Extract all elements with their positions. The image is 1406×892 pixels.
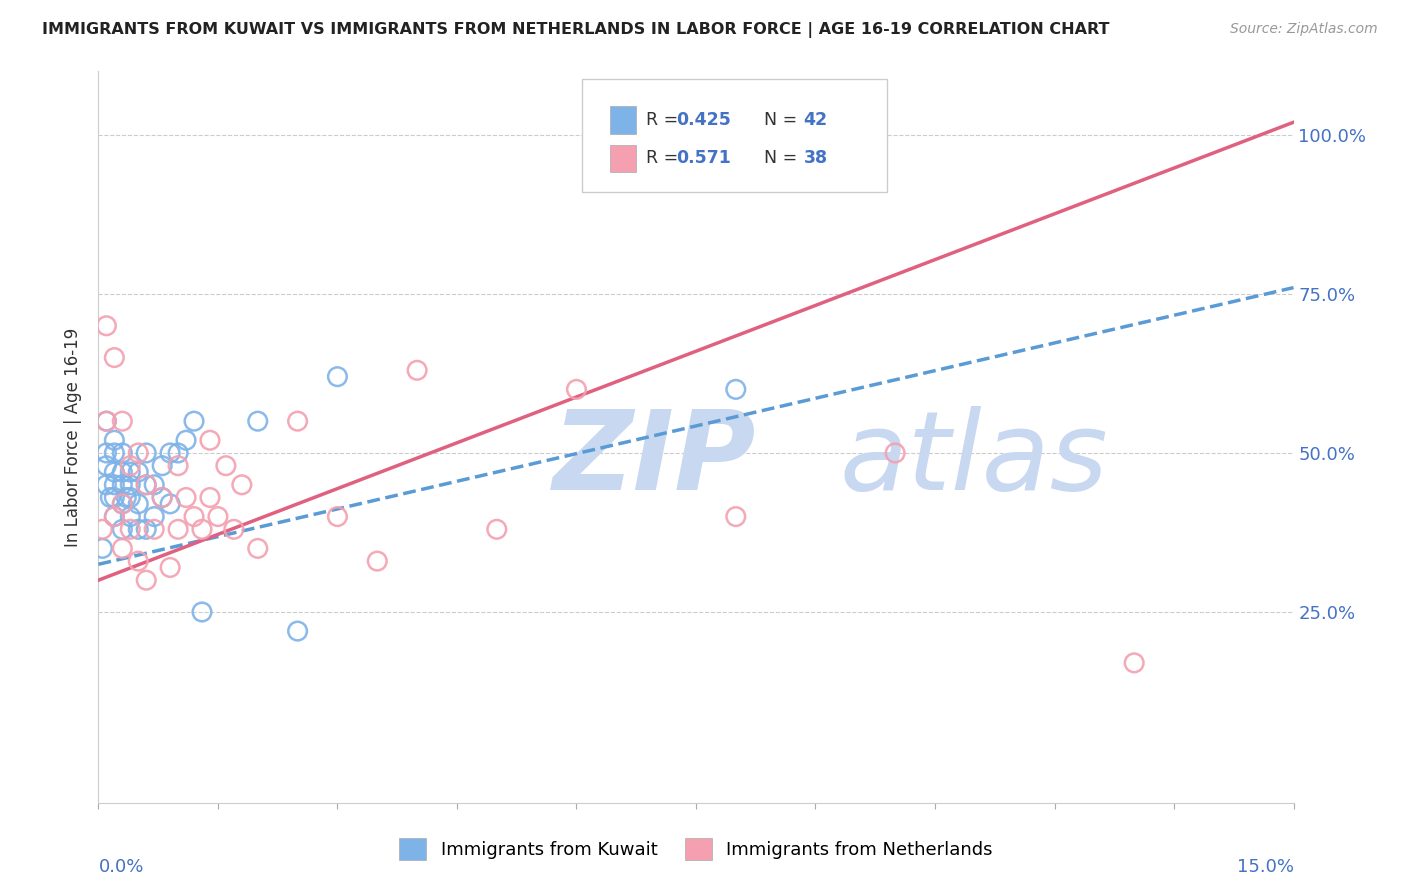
Point (246, 414, 269, 428)
Point (103, 509, 125, 524)
Text: 38: 38 (804, 149, 828, 168)
Text: 0.571: 0.571 (676, 149, 731, 168)
Point (198, 434, 221, 448)
Point (150, 458, 173, 473)
Point (159, 560, 181, 574)
Text: 42: 42 (804, 111, 828, 128)
Point (135, 573, 157, 587)
Point (103, 434, 125, 448)
Text: IMMIGRANTS FROM KUWAIT VS IMMIGRANTS FROM NETHERLANDS IN LABOR FORCE | AGE 16-19: IMMIGRANTS FROM KUWAIT VS IMMIGRANTS FRO… (42, 22, 1109, 38)
Point (135, 446, 157, 460)
Point (135, 477, 157, 491)
Point (198, 491, 221, 505)
Point (167, 458, 190, 473)
Point (207, 509, 229, 524)
Point (326, 509, 349, 524)
Point (91, 522, 114, 536)
Point (222, 522, 245, 536)
Point (287, 414, 309, 428)
Point (111, 497, 134, 511)
Point (167, 522, 190, 536)
Point (103, 351, 125, 365)
Point (215, 458, 238, 473)
Point (183, 509, 205, 524)
Point (111, 446, 134, 460)
Point (127, 465, 149, 479)
Point (565, 383, 588, 397)
Point (120, 491, 142, 505)
Point (135, 477, 157, 491)
Point (103, 491, 125, 505)
Point (96, 414, 118, 428)
Point (111, 541, 134, 556)
Point (127, 554, 149, 568)
Point (406, 363, 429, 377)
Point (485, 522, 508, 536)
Text: ZIP: ZIP (553, 406, 756, 513)
Text: Source: ZipAtlas.com: Source: ZipAtlas.com (1230, 22, 1378, 37)
Point (96, 458, 118, 473)
Point (111, 414, 134, 428)
Point (135, 522, 157, 536)
Point (91, 541, 114, 556)
Point (103, 509, 125, 524)
Text: R =: R = (645, 111, 683, 128)
Point (143, 509, 166, 524)
Point (150, 491, 173, 505)
Point (120, 458, 142, 473)
Point (96, 446, 118, 460)
Point (150, 491, 173, 505)
Y-axis label: In Labor Force | Age 16-19: In Labor Force | Age 16-19 (65, 327, 83, 547)
Point (111, 477, 134, 491)
Text: 0.0%: 0.0% (98, 858, 143, 876)
Text: N =: N = (754, 149, 803, 168)
Point (191, 522, 214, 536)
Point (111, 497, 134, 511)
Point (231, 477, 253, 491)
Point (724, 383, 747, 397)
Text: 15.0%: 15.0% (1236, 858, 1294, 876)
Point (287, 624, 309, 638)
Point (103, 477, 125, 491)
Legend: Immigrants from Kuwait, Immigrants from Netherlands: Immigrants from Kuwait, Immigrants from … (392, 830, 1000, 867)
Point (115, 491, 138, 505)
Point (120, 477, 142, 491)
Point (884, 446, 907, 460)
Point (103, 446, 125, 460)
Point (96, 477, 118, 491)
Point (103, 465, 125, 479)
Text: 0.425: 0.425 (676, 111, 731, 128)
Point (246, 541, 269, 556)
Bar (610, 106, 637, 134)
Point (98, 491, 122, 505)
Point (183, 414, 205, 428)
Point (120, 465, 142, 479)
Point (159, 446, 181, 460)
Point (111, 522, 134, 536)
Point (111, 465, 134, 479)
Point (174, 434, 197, 448)
Point (120, 522, 142, 536)
Text: R =: R = (645, 149, 683, 168)
Point (96, 318, 118, 333)
Point (724, 509, 747, 524)
Point (96, 414, 118, 428)
Bar (610, 145, 637, 172)
Point (143, 477, 166, 491)
Point (159, 497, 181, 511)
FancyBboxPatch shape (582, 78, 887, 192)
Point (143, 522, 166, 536)
Text: N =: N = (754, 111, 803, 128)
Point (127, 497, 149, 511)
Point (326, 369, 349, 384)
Text: atlas: atlas (839, 406, 1108, 513)
Point (127, 446, 149, 460)
Point (127, 522, 149, 536)
Point (120, 509, 142, 524)
Point (1123, 656, 1146, 670)
Point (366, 554, 388, 568)
Point (167, 446, 190, 460)
Point (174, 491, 197, 505)
Point (191, 605, 214, 619)
